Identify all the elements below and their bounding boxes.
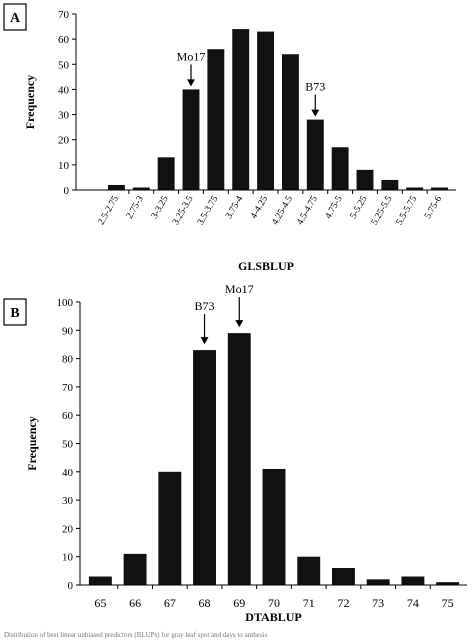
chartb-y-tick-label: 50 [62, 439, 74, 451]
x-tick-label: 69 [233, 596, 245, 610]
x-tick-label: 70 [268, 596, 280, 610]
panel-b-label-box [3, 298, 27, 326]
annotation-arrow-head [235, 320, 244, 328]
x-tick-label: 5-5.25 [349, 194, 370, 220]
charta-y-tick-label: 10 [58, 160, 70, 172]
bar-5-5.25 [356, 169, 374, 190]
bar-4.5-4.75 [306, 119, 324, 190]
figure-caption-fragment: Distribution of best linear unbiased pre… [4, 631, 267, 639]
bar-71 [297, 556, 321, 585]
x-tick-label: 72 [337, 596, 349, 610]
annotation-label-b73: B73 [305, 80, 325, 94]
x-tick-label: 71 [303, 596, 315, 610]
x-tick-label: 4.5-4.75 [295, 194, 320, 227]
annotation-label-b73: B73 [195, 299, 215, 313]
x-tick-label: 66 [129, 596, 141, 610]
x-tick-label: 67 [164, 596, 176, 610]
panel-a-label-box [3, 3, 27, 31]
bar-72 [331, 568, 355, 585]
panel-a-label: A [10, 11, 21, 26]
bar-5.5-5.75 [406, 187, 424, 190]
bar-3.25-3.5 [182, 89, 200, 190]
chartb-y-tick-label: 10 [62, 552, 74, 564]
chartb-y-tick-label: 70 [62, 382, 74, 394]
bar-2.75-3 [132, 187, 150, 190]
x-tick-label: 5.75-6 [423, 194, 444, 220]
charta-y-tick-label: 0 [64, 185, 70, 197]
x-tick-label: 3.5-3.75 [196, 194, 221, 227]
charta-y-tick-label: 40 [58, 84, 70, 96]
bar-75 [436, 582, 460, 585]
bar-67 [158, 471, 182, 585]
annotation-label-mo17: Mo17 [225, 282, 254, 296]
x-tick-label: 3.75-4 [224, 194, 245, 220]
bar-3-3.25 [157, 157, 175, 190]
chartb-y-tick-label: 90 [62, 325, 74, 337]
x-tick-label: 73 [372, 596, 384, 610]
chart-b-y-title: Frequency [25, 416, 39, 470]
annotation-label-mo17: Mo17 [177, 49, 206, 63]
panel-b: B 0 10 20 30 40 50 60 70 80 90 100 65 66 67 68 69 70 71 7… [3, 282, 467, 624]
charta-y-tick-label: 50 [58, 59, 70, 71]
chart-a-axes [75, 14, 456, 191]
chart-a-y-title: Frequency [23, 75, 37, 129]
x-tick-label: 75 [442, 596, 454, 610]
annotation-arrow-head [187, 79, 195, 87]
bar-4-4.25 [257, 31, 275, 190]
charta-y-tick-label: 60 [58, 34, 70, 46]
x-tick-label: 5.5-5.75 [395, 194, 420, 227]
chart-a-x-title: GLSBLUP [238, 259, 294, 273]
annotation-arrow-head [311, 109, 320, 117]
charta-y-tick-label: 30 [58, 110, 70, 122]
chartb-y-tick-label: 0 [68, 580, 74, 592]
bar-2.5-2.75 [107, 184, 125, 190]
chartb-y-tick-label: 80 [62, 354, 74, 366]
chartb-y-tick-label: 60 [62, 410, 74, 422]
x-tick-label: 4.25-4.5 [271, 194, 296, 227]
bar-74 [401, 576, 425, 585]
x-tick-label: 65 [94, 596, 106, 610]
chartb-y-tick-label: 40 [62, 467, 74, 479]
x-tick-label: 2.75-3 [125, 194, 146, 220]
bar-69 [227, 333, 251, 585]
chart-b-axes [79, 302, 467, 586]
x-tick-label: 5.25-5.5 [370, 194, 395, 227]
bar-65 [88, 576, 112, 585]
annotation-arrow-head [200, 337, 209, 345]
x-tick-label: 74 [407, 596, 419, 610]
bar-66 [123, 553, 147, 585]
x-tick-label: 3.25-3.5 [171, 194, 196, 227]
x-tick-label: 4-4.25 [249, 194, 270, 220]
bar-4.25-4.5 [281, 54, 299, 190]
bar-3.5-3.75 [207, 49, 225, 191]
panel-b-label: B [10, 306, 19, 321]
bar-68 [193, 350, 217, 585]
charta-y-tick-label: 70 [58, 9, 70, 21]
chartb-y-tick-label: 30 [62, 495, 74, 507]
bar-70 [262, 468, 286, 585]
chart-b-x-title: DTABLUP [245, 610, 301, 624]
bar-5.75-6 [431, 187, 449, 190]
charta-y-tick-label: 20 [58, 135, 70, 147]
bar-5.25-5.5 [381, 179, 399, 190]
x-tick-label: 2.5-2.75 [97, 194, 122, 227]
chartb-y-tick-label: 100 [57, 297, 74, 309]
bar-73 [366, 579, 390, 585]
bar-3.75-4 [232, 29, 250, 191]
chart-b: 0 10 20 30 40 50 60 70 80 90 100 65 66 67 68 69 70 71 72 7… [25, 282, 467, 624]
x-tick-label: 68 [199, 596, 211, 610]
chart-a: 0 10 20 30 40 50 60 70 2.5-2.75 2.75-3 3-3.25 3.25… [23, 9, 456, 273]
bar-4.75-5 [331, 147, 349, 190]
chartb-y-tick-label: 20 [62, 523, 74, 535]
x-tick-label: 3-3.25 [150, 194, 171, 220]
x-tick-label: 4.75-5 [324, 194, 345, 220]
